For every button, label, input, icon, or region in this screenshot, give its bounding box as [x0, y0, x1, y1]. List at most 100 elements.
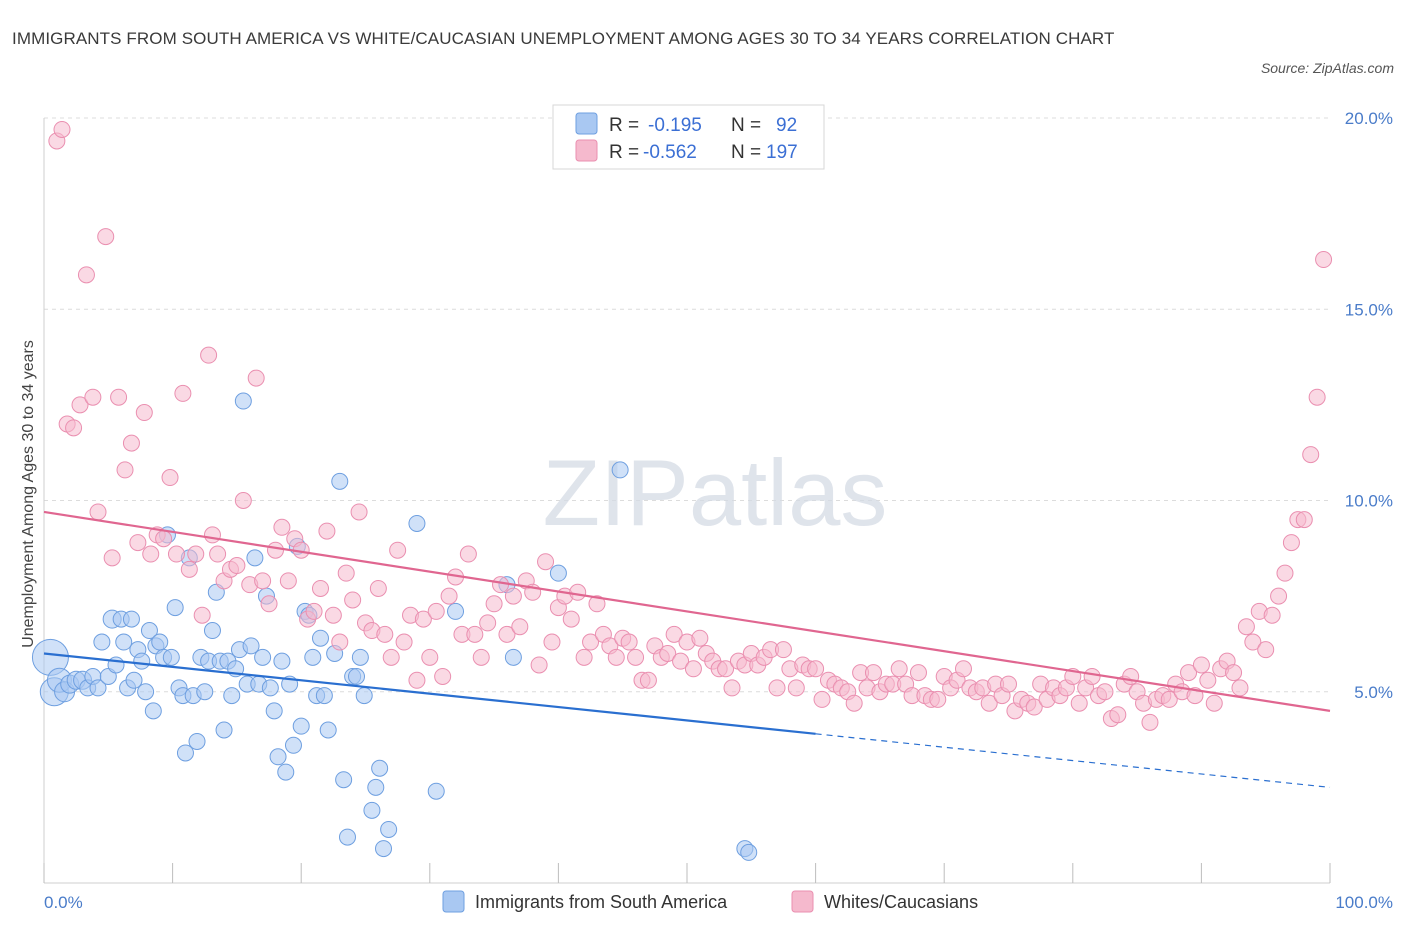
point-whites [672, 652, 690, 670]
point-whites [1199, 671, 1217, 689]
trend-line-immigrants-extension [815, 733, 1331, 788]
point-whites [389, 541, 407, 559]
point-whites [155, 530, 173, 548]
point-whites [459, 545, 477, 563]
axes [43, 118, 1331, 884]
series-whites-caucasians [48, 120, 1333, 731]
point-whites [807, 660, 825, 678]
point-whites [337, 564, 355, 582]
point-whites [1180, 664, 1198, 682]
point-whites [89, 503, 107, 521]
y-tick-label-20: 20.0% [1345, 109, 1393, 128]
point-immigrants [122, 610, 140, 628]
point-whites [193, 606, 211, 624]
point-immigrants [427, 782, 445, 800]
point-whites [954, 660, 972, 678]
point-whites [369, 579, 387, 597]
point-whites [1070, 694, 1088, 712]
point-whites [665, 625, 683, 643]
point-immigrants [284, 736, 302, 754]
point-whites [77, 266, 95, 284]
point-whites [627, 648, 645, 666]
point-whites [254, 572, 272, 590]
point-whites [864, 664, 882, 682]
point-whites [395, 633, 413, 651]
point-whites [588, 595, 606, 613]
trend-line-whites [43, 510, 1331, 712]
point-whites [228, 557, 246, 575]
legend-swatch-immigrants [442, 890, 465, 913]
point-immigrants [408, 514, 426, 532]
point-whites [1205, 694, 1223, 712]
point-whites [1276, 564, 1294, 582]
point-immigrants [140, 622, 158, 640]
point-whites [1083, 667, 1101, 685]
point-immigrants [223, 687, 241, 705]
point-immigrants [371, 759, 389, 777]
point-whites [929, 690, 947, 708]
series-immigrants-from-south-america [31, 392, 758, 861]
stats-r-label-2: R = [609, 142, 639, 163]
point-immigrants [93, 633, 111, 651]
point-whites [1025, 698, 1043, 716]
point-whites [890, 660, 908, 678]
legend-label-immigrants: Immigrants from South America [475, 892, 728, 912]
point-immigrants [242, 637, 260, 655]
point-whites [266, 541, 284, 559]
trend-lines [43, 510, 1331, 788]
legend-label-whites: Whites/Caucasians [824, 892, 978, 912]
point-whites [344, 591, 362, 609]
stats-n-value-1: 92 [776, 115, 797, 136]
point-whites [376, 625, 394, 643]
point-whites [110, 388, 128, 406]
point-whites [485, 595, 503, 613]
point-whites [305, 602, 323, 620]
point-immigrants [166, 599, 184, 617]
point-whites [1257, 641, 1275, 659]
point-immigrants [351, 648, 369, 666]
point-immigrants [319, 721, 337, 739]
stats-n-value-2: 197 [766, 142, 798, 163]
point-whites [562, 610, 580, 628]
point-whites [723, 679, 741, 697]
point-whites [1237, 618, 1255, 636]
point-immigrants [504, 648, 522, 666]
point-immigrants [375, 840, 393, 858]
point-immigrants [331, 472, 349, 490]
point-whites [1308, 388, 1326, 406]
point-immigrants [196, 683, 214, 701]
point-whites [684, 660, 702, 678]
point-immigrants [367, 778, 385, 796]
point-immigrants [246, 549, 264, 567]
point-whites [1231, 679, 1249, 697]
point-whites [1244, 633, 1262, 651]
point-whites [1225, 664, 1243, 682]
point-whites [135, 404, 153, 422]
trend-line-immigrants [43, 652, 816, 735]
series-legend: Immigrants from South America Whites/Cau… [442, 890, 978, 913]
stats-legend: R = -0.195 N = 92 R = -0.562 N = 197 [552, 104, 825, 170]
point-whites [1096, 683, 1114, 701]
point-whites [1263, 606, 1281, 624]
point-immigrants [380, 820, 398, 838]
point-immigrants [125, 671, 143, 689]
point-whites [331, 633, 349, 651]
point-immigrants [740, 843, 758, 861]
point-whites [203, 526, 221, 544]
stats-legend-box [552, 104, 825, 170]
point-immigrants [203, 622, 221, 640]
y-tick-label-10: 10.0% [1345, 492, 1393, 511]
point-whites [1302, 446, 1320, 464]
point-whites [1141, 713, 1159, 731]
point-immigrants [277, 763, 295, 781]
point-immigrants [447, 602, 465, 620]
watermark: ZIPatlas [543, 440, 888, 545]
chart-title: IMMIGRANTS FROM SOUTH AMERICA VS WHITE/C… [12, 29, 1115, 48]
point-whites [1295, 511, 1313, 529]
point-whites [180, 560, 198, 578]
point-whites [1000, 675, 1017, 693]
point-whites [247, 369, 265, 387]
point-immigrants [315, 687, 333, 705]
point-whites [129, 534, 147, 552]
point-whites [414, 610, 432, 628]
